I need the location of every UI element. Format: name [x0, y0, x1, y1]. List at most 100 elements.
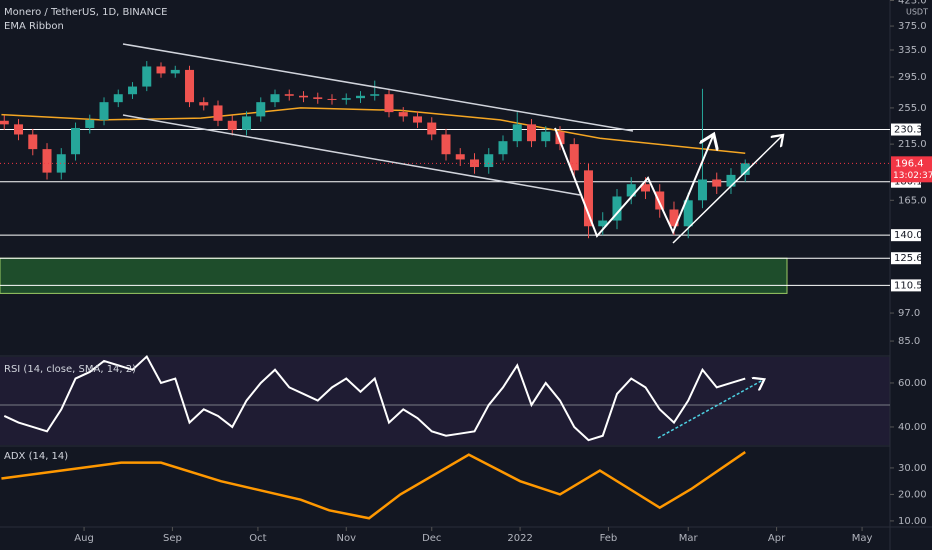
- candle-body: [256, 102, 266, 117]
- trendline: [122, 43, 634, 132]
- candle-body: [740, 163, 750, 175]
- candle-body: [512, 124, 522, 142]
- candle-body: [427, 122, 437, 135]
- candle-body: [14, 124, 24, 135]
- candle-body: [0, 120, 9, 125]
- last-price-label: 196.4: [895, 158, 924, 169]
- candle-body: [56, 154, 66, 173]
- candle-body: [99, 102, 109, 120]
- candle-body: [412, 116, 422, 123]
- countdown: 13:02:37: [893, 171, 932, 181]
- x-tick-label: Aug: [74, 533, 94, 544]
- unit: USDT: [906, 8, 928, 17]
- x-tick-label: May: [852, 533, 873, 544]
- candle-body: [669, 209, 679, 227]
- x-tick-label: Sep: [163, 533, 182, 544]
- candle-body: [640, 184, 650, 192]
- candle-body: [156, 66, 166, 74]
- candle-body: [626, 184, 636, 197]
- candle-body: [555, 131, 565, 145]
- candle-body: [655, 191, 665, 210]
- y-tick-label: 423.0: [898, 0, 927, 7]
- candle-body: [341, 98, 351, 100]
- candle-body: [185, 69, 195, 103]
- candle-body: [170, 69, 180, 74]
- y-tick-label: 375.0: [898, 21, 927, 32]
- candle-body: [526, 124, 536, 142]
- level-tag: [891, 252, 921, 265]
- ema-line: [1, 107, 746, 154]
- candle-body: [28, 134, 38, 150]
- candle-body: [284, 94, 294, 96]
- level-label: 140.0: [894, 230, 923, 241]
- candle-body: [498, 141, 508, 155]
- level-tag: [891, 279, 921, 292]
- candle-body: [384, 94, 394, 113]
- candle-body: [313, 97, 323, 99]
- candle-body: [712, 179, 722, 187]
- candle-body: [398, 112, 408, 117]
- y-tick-label: 40.00: [898, 422, 927, 433]
- candle-body: [242, 116, 252, 130]
- candle-body: [113, 94, 123, 103]
- y-tick-label: 85.0: [898, 336, 920, 347]
- level-tag: [891, 229, 921, 242]
- trendline: [122, 114, 581, 196]
- candle-body: [85, 119, 95, 128]
- candle-body: [128, 86, 138, 95]
- x-tick-label: Nov: [336, 533, 356, 544]
- y-tick-label: 60.00: [898, 378, 927, 389]
- x-tick-label: Oct: [249, 533, 266, 544]
- y-tick-label: 97.0: [898, 308, 920, 319]
- indicator-name: EMA Ribbon: [4, 21, 64, 32]
- candle-body: [327, 98, 337, 100]
- candle-body: [441, 134, 451, 155]
- chart-title: Monero / TetherUS, 1D, BINANCE: [4, 7, 167, 18]
- indicator-line: [1, 451, 746, 520]
- candle-body: [370, 94, 380, 96]
- candle-body: [612, 196, 622, 221]
- indicator-line: [3, 354, 746, 442]
- candle-body: [455, 154, 465, 160]
- candle-body: [42, 149, 52, 173]
- candle-body: [299, 95, 309, 98]
- candle-body: [541, 131, 551, 142]
- candle-body: [356, 95, 366, 99]
- x-tick-label: 2022: [507, 533, 532, 544]
- trend-arrow: [672, 136, 782, 244]
- candle-body: [569, 144, 579, 171]
- candle-body: [213, 105, 223, 121]
- pattern-arrow: [554, 127, 713, 238]
- y-tick-label: 165.0: [898, 195, 927, 206]
- candle-body: [270, 94, 280, 103]
- level-label: 125.6: [894, 253, 923, 264]
- y-tick-label: 335.0: [898, 45, 927, 56]
- candle-body: [697, 179, 707, 201]
- x-tick-label: Feb: [600, 533, 618, 544]
- y-tick-label: 295.0: [898, 72, 927, 83]
- x-tick-label: Apr: [768, 533, 786, 544]
- candle-body: [484, 154, 494, 168]
- support-zone: [0, 257, 788, 294]
- last-price-tag: [891, 156, 932, 183]
- candle-body: [598, 220, 608, 227]
- drawings: [122, 43, 782, 439]
- candle-body: [469, 159, 479, 168]
- candle-body: [142, 66, 152, 87]
- rsi-band: [0, 357, 890, 445]
- x-tick-label: Dec: [422, 533, 441, 544]
- rsi-title: RSI (14, close, SMA, 14, 2): [4, 364, 136, 375]
- candle-body: [583, 170, 593, 227]
- candle-body: [726, 174, 736, 187]
- x-tick-label: Mar: [679, 533, 699, 544]
- y-tick-label: 20.00: [898, 489, 927, 500]
- adx-title: ADX (14, 14): [4, 451, 68, 462]
- y-tick-label: 10.00: [898, 516, 927, 527]
- candle-body: [227, 120, 237, 130]
- level-label: 110.5: [894, 280, 923, 291]
- y-tick-label: 215.0: [898, 139, 927, 150]
- level-label: 230.3: [894, 125, 923, 136]
- level-tag: [891, 123, 921, 136]
